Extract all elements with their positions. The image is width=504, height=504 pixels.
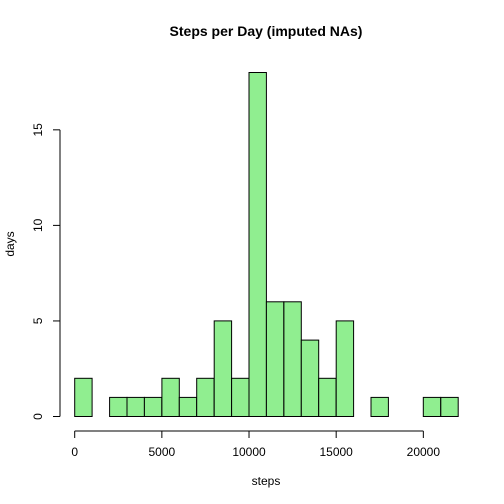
histogram-bar (248, 72, 267, 417)
histogram-bar (143, 396, 163, 417)
y-tick-label: 10 (31, 218, 45, 232)
y-tick-label: 0 (31, 413, 45, 420)
y-tick-label: 5 (31, 317, 45, 324)
x-tick-label: 20000 (407, 445, 441, 459)
histogram-bar (300, 339, 320, 418)
histogram-bar (196, 377, 215, 417)
histogram-bar (178, 396, 198, 417)
chart-title: Steps per Day (imputed NAs) (170, 23, 363, 39)
histogram-bar (440, 396, 459, 417)
histogram-bar (231, 377, 250, 417)
x-axis: 0 5000 10000 15000 20000 (71, 430, 441, 459)
histogram-bar (318, 377, 337, 417)
x-tick-label: 10000 (232, 445, 266, 459)
histogram-bar (109, 396, 128, 417)
y-axis: 0 5 10 15 (31, 123, 61, 420)
y-axis-label: days (3, 231, 17, 256)
y-tick-label: 15 (31, 123, 45, 137)
histogram-bar (283, 301, 302, 417)
histogram-bar (422, 396, 442, 417)
histogram-bar (74, 377, 93, 417)
histogram-bar (213, 320, 233, 417)
bars-group (74, 72, 459, 418)
histogram-bar (265, 301, 285, 417)
x-tick-label: 0 (71, 445, 78, 459)
x-tick-label: 15000 (319, 445, 353, 459)
histogram-bar (370, 396, 389, 417)
x-tick-label: 5000 (149, 445, 176, 459)
histogram-bar (126, 396, 145, 417)
histogram-bar (335, 320, 355, 417)
x-axis-label: steps (252, 474, 281, 488)
histogram-bar (161, 377, 180, 417)
